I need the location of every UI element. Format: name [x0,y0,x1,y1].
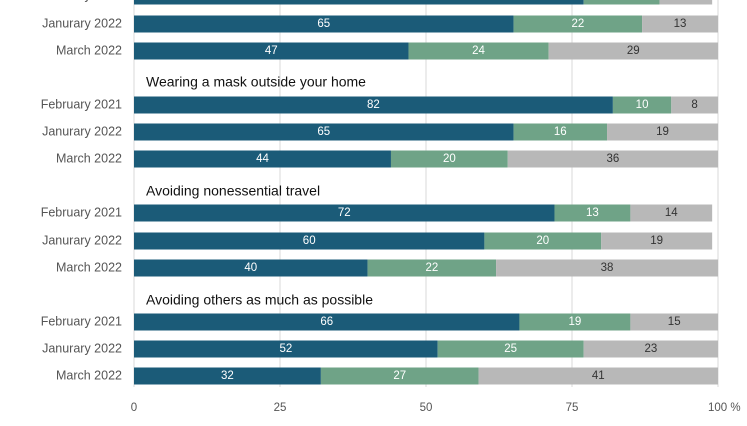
data-label: 16 [554,126,567,138]
bar-segment [630,313,718,331]
row-label: February 2021 [41,0,122,2]
data-label: 77 [352,0,365,2]
bar-segment [134,204,555,222]
bar-segment [554,204,631,222]
row-label: March 2022 [56,43,122,57]
x-tick-label: 25 [274,402,287,414]
x-tick-label: 100 % [708,402,741,414]
bar-segment [671,96,718,114]
data-label: 15 [668,316,681,328]
data-label: 8 [691,99,697,111]
bar-segment [134,123,514,141]
data-label: 60 [303,235,316,247]
bar-segment [612,96,672,114]
data-label: 20 [443,153,456,165]
bar-segment [134,42,409,60]
bar-segment [134,0,584,5]
row-label: Janurary 2022 [42,124,122,138]
row-label: March 2022 [56,260,122,274]
data-label: 13 [674,18,687,30]
bar-segment [607,123,718,141]
row-label: Janurary 2022 [42,16,122,30]
data-label: 29 [627,45,640,57]
data-label: 19 [650,235,663,247]
bar-segment [484,232,602,250]
bar-segment [507,150,718,168]
data-label: 10 [636,99,649,111]
bar-segment [642,15,718,33]
bar-segment [513,15,643,33]
data-label: 65 [317,18,330,30]
x-tick-label: 75 [566,402,579,414]
bar-segment [134,259,368,277]
data-label: 13 [586,207,599,219]
row-label: March 2022 [56,151,122,165]
data-label: 14 [665,207,678,219]
bar-segment [320,367,479,385]
bar-segment [630,204,713,222]
data-label: 65 [317,126,330,138]
bar-segment [478,367,718,385]
data-label: 41 [592,370,605,382]
data-label: 27 [393,370,406,382]
group-title: Avoiding others as much as possible [146,292,373,308]
bar-segment [367,259,497,277]
data-label: 40 [244,262,257,274]
row-label: March 2022 [56,368,122,382]
data-label: 22 [425,262,438,274]
data-label: 32 [221,370,234,382]
data-label: 52 [279,343,292,355]
bar-segment [548,42,718,60]
bar-segment [390,150,508,168]
row-label: Janurary 2022 [42,341,122,355]
bar-segment [134,367,321,385]
x-tick-label: 50 [420,402,433,414]
data-label: 47 [265,45,278,57]
bar-segment [134,96,613,114]
data-label: 72 [338,207,351,219]
data-label: 36 [606,153,619,165]
bar-segment [496,259,718,277]
data-label: 25 [504,343,517,355]
data-label: 44 [256,153,269,165]
row-label: Janurary 2022 [42,233,122,247]
bar-segment [134,15,514,33]
bar-segment [134,232,485,250]
data-label: 66 [320,316,333,328]
data-label: 23 [644,343,657,355]
data-label: 24 [472,45,485,57]
bar-segment [583,0,660,5]
bar-segment [408,42,549,60]
data-label: 13 [615,0,628,2]
data-label: 38 [601,262,614,274]
bar-segment [134,313,520,331]
x-tick-label: 0 [131,402,137,414]
data-label: 9 [683,0,689,2]
bar-segment [519,313,631,331]
data-label: 19 [656,126,669,138]
row-label: February 2021 [41,314,122,328]
data-label: 19 [569,316,582,328]
bar-segment [437,340,584,358]
data-label: 22 [571,18,584,30]
bar-segment [134,340,438,358]
bar-segment [513,123,608,141]
group-title: Wearing a mask outside your home [146,74,366,90]
bar-segment [659,0,713,5]
data-label: 82 [367,99,380,111]
bar-segment [583,340,718,358]
group-title: Avoiding nonessential travel [146,183,320,199]
row-label: February 2021 [41,97,122,111]
bar-segment [601,232,713,250]
bar-segment [134,150,391,168]
row-label: February 2021 [41,205,122,219]
data-label: 20 [536,235,549,247]
